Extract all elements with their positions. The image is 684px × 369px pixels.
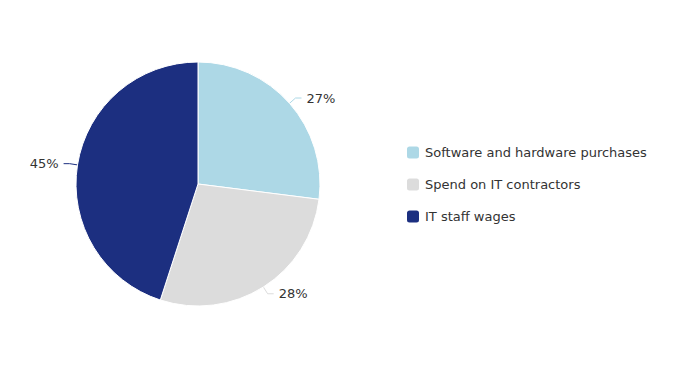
svg-text:28%: 28% [279, 286, 308, 301]
svg-text:27%: 27% [307, 91, 336, 106]
svg-text:45%: 45% [30, 156, 59, 171]
svg-text:IT staff wages: IT staff wages [425, 209, 516, 224]
svg-text:Spend on IT contractors: Spend on IT contractors [425, 177, 581, 192]
svg-text:Software and hardware purchase: Software and hardware purchases [425, 145, 647, 160]
